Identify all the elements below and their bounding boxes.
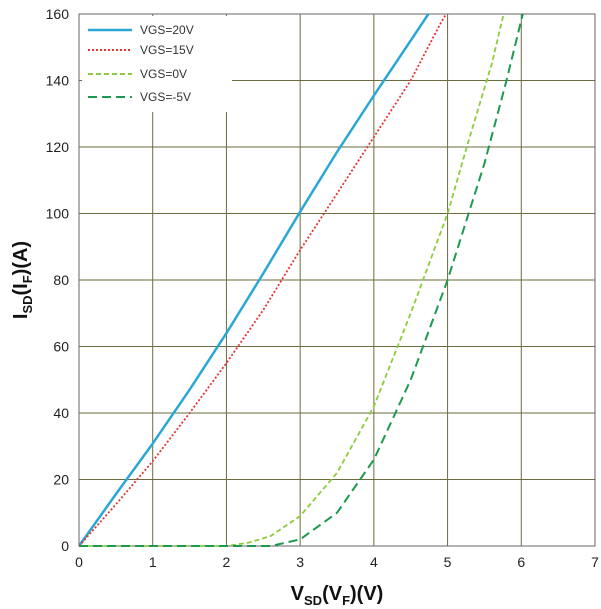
y-axis-label-main: I <box>10 314 32 320</box>
x-tick-label: 5 <box>444 554 452 570</box>
x-tick-label: 7 <box>591 554 599 570</box>
y-tick-label: 120 <box>46 139 70 155</box>
y-tick-labels: 0 20 40 60 80 100 120 140 160 <box>46 6 70 554</box>
x-axis-label-main: V <box>291 583 305 605</box>
x-axis-label-sub2: F <box>342 593 350 608</box>
series-line-0 <box>77 13 430 547</box>
legend-label-2: VGS=0V <box>140 67 187 81</box>
series-line-2 <box>79 13 505 547</box>
x-tick-label: 6 <box>517 554 525 570</box>
x-tick-label: 1 <box>149 554 157 570</box>
legend-label-3: VGS=-5V <box>140 90 191 104</box>
x-axis-label: VSD(VF)(V) <box>291 583 384 608</box>
y-tick-label: 80 <box>53 272 69 288</box>
y-axis-label: ISD(IF)(A) <box>10 241 35 319</box>
x-axis-label-mid: (V <box>322 583 343 605</box>
legend-label-0: VGS=20V <box>140 23 194 37</box>
y-tick-label: 140 <box>46 73 70 89</box>
x-tick-label: 4 <box>370 554 378 570</box>
x-tick-label: 0 <box>75 554 83 570</box>
x-tick-label: 2 <box>223 554 231 570</box>
y-axis-label-sub1: SD <box>20 295 35 313</box>
x-axis-label-end: )(V) <box>350 583 383 605</box>
plot-area-border <box>78 13 596 547</box>
y-tick-label: 20 <box>53 472 69 488</box>
x-tick-label: 3 <box>296 554 304 570</box>
legend: VGS=20V VGS=15V VGS=0V VGS=-5V <box>82 16 232 112</box>
y-tick-label: 100 <box>46 206 70 222</box>
y-tick-label: 60 <box>53 339 69 355</box>
x-axis-label-sub1: SD <box>304 593 322 608</box>
y-axis-label-sub2: F <box>20 275 35 283</box>
x-tick-labels: 0 1 2 3 4 5 6 7 <box>75 554 599 570</box>
legend-label-1: VGS=15V <box>140 43 194 57</box>
y-tick-label: 0 <box>61 538 69 554</box>
y-tick-label: 40 <box>53 405 69 421</box>
series-lines <box>77 13 524 547</box>
y-axis-label-end: )(A) <box>10 241 32 275</box>
y-axis-label-mid: (I <box>10 283 32 295</box>
y-tick-label: 160 <box>46 6 70 22</box>
series-line-3 <box>79 13 524 547</box>
